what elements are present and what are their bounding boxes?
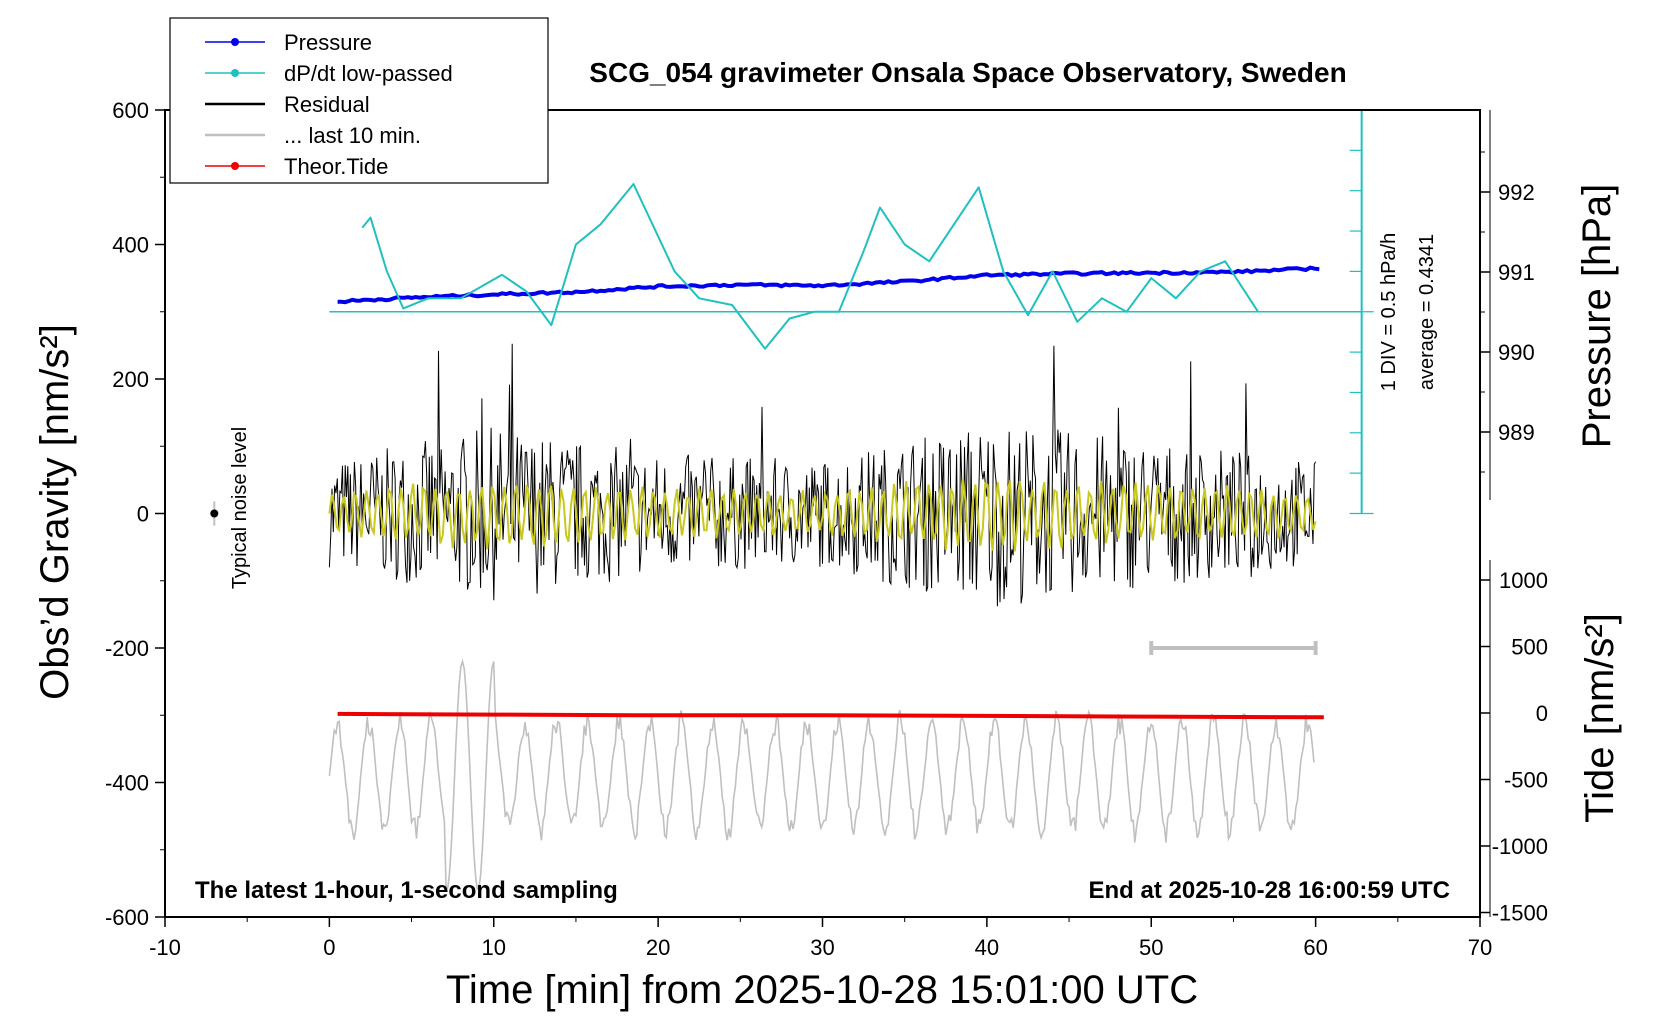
- y-tick-label: 200: [112, 367, 149, 392]
- x-tick-label: 20: [646, 935, 670, 960]
- x-tick-label: 70: [1468, 935, 1492, 960]
- residual-series: [328, 343, 1317, 607]
- y-tick-label: -400: [105, 771, 149, 796]
- legend-label: dP/dt low-passed: [284, 61, 453, 86]
- x-axis-label: Time [min] from 2025-10-28 15:01:00 UTC: [446, 968, 1198, 1012]
- dpdt-series: [361, 183, 1259, 350]
- last-10-min-series: [328, 658, 1315, 891]
- plot-frame: [164, 109, 1481, 918]
- legend: Pressure dP/dt low-passed Residual ... last…: [169, 17, 549, 184]
- pressure-tick-label: 992: [1498, 180, 1535, 205]
- tide-series: [337, 711, 1324, 720]
- y-axis-label-pressure: Pressure [hPa]: [1575, 184, 1619, 449]
- tide-tick-label: -500: [1504, 768, 1548, 793]
- legend-label: Pressure: [284, 30, 372, 55]
- x-tick-label: 50: [1139, 935, 1163, 960]
- x-tick-label: 40: [975, 935, 999, 960]
- legend-label: Theor.Tide: [284, 154, 388, 179]
- legend-marker: [231, 38, 239, 46]
- x-tick-label: 60: [1303, 935, 1327, 960]
- x-tick-label: 30: [810, 935, 834, 960]
- x-tick-label: 0: [323, 935, 335, 960]
- pressure-series: [337, 265, 1320, 305]
- dpdt-scale-label: 1 DIV = 0.5 hPa/h: [1378, 233, 1400, 391]
- pressure-tick-label: 990: [1498, 340, 1535, 365]
- dpdt-average-label: average = 0.4341: [1416, 234, 1438, 390]
- pressure-tick-label: 991: [1498, 260, 1535, 285]
- y-tick-label: 0: [137, 502, 149, 527]
- y-tick-label: -200: [105, 636, 149, 661]
- tide-tick-label: -1000: [1492, 834, 1548, 859]
- tide-tick-label: 0: [1536, 701, 1548, 726]
- residual-filtered-series: [328, 478, 1317, 552]
- y-tick-label: -600: [105, 905, 149, 930]
- y-axis-label-tide: Tide [nm/s²]: [1578, 613, 1622, 823]
- legend-marker: [231, 69, 239, 77]
- y-tick-label: 600: [112, 98, 149, 123]
- y-tick-label: 400: [112, 233, 149, 258]
- legend-label: Residual: [284, 92, 370, 117]
- tide-tick-label: 1000: [1499, 568, 1548, 593]
- note-right: End at 2025-10-28 16:00:59 UTC: [1089, 877, 1451, 904]
- chart-title: SCG_054 gravimeter Onsala Space Observat…: [589, 57, 1346, 88]
- note-left: The latest 1-hour, 1-second sampling: [195, 877, 618, 904]
- noise-point: [210, 509, 219, 518]
- y-axis-label-left: Obs’d Gravity [nm/s²]: [33, 324, 77, 700]
- legend-box: [169, 17, 549, 184]
- noise-level-label: Typical noise level: [229, 427, 251, 589]
- x-tick-label: -10: [149, 935, 181, 960]
- tide-tick-label: -1500: [1492, 901, 1548, 926]
- legend-marker: [231, 162, 239, 170]
- pressure-tick-label: 989: [1498, 420, 1535, 445]
- tide-tick-label: 500: [1511, 635, 1548, 660]
- legend-label: ... last 10 min.: [284, 123, 421, 148]
- x-tick-label: 10: [482, 935, 506, 960]
